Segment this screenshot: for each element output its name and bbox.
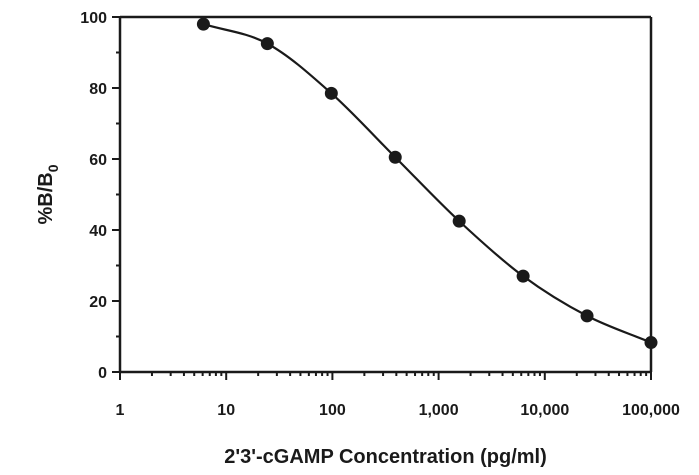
data-point [196,17,210,31]
y-tick-label: 20 [89,294,107,311]
y-tick-label: 40 [89,223,107,240]
y-tick-label: 100 [80,10,107,27]
data-point [452,214,466,228]
x-tick-label: 100 [319,402,346,419]
data-point [516,269,530,283]
x-tick-label: 100,000 [622,402,680,419]
fit-curve [203,23,652,344]
y-axis-title-subscript: 0 [45,164,61,172]
y-tick-label: 0 [98,365,107,382]
y-tick-label: 80 [89,81,107,98]
x-axis-ticks: 1 10 100 1,000 10,000 100,000 [116,372,680,419]
x-tick-label: 10,000 [520,402,569,419]
x-axis-title: 2'3'-cGAMP Concentration (pg/ml) [224,446,547,468]
data-points [196,17,658,350]
data-point [580,309,594,323]
x-tick-label: 1 [116,402,125,419]
x-tick-label: 1,000 [419,402,459,419]
y-axis-title-main: %B/B [35,172,57,224]
y-axis-title: %B/B0 [35,164,61,224]
data-point [324,86,338,100]
y-tick-label: 60 [89,152,107,169]
data-point [388,150,402,164]
y-axis-ticks: 0 20 40 60 80 100 [80,10,120,382]
data-point [260,37,274,51]
x-tick-label: 10 [217,402,235,419]
